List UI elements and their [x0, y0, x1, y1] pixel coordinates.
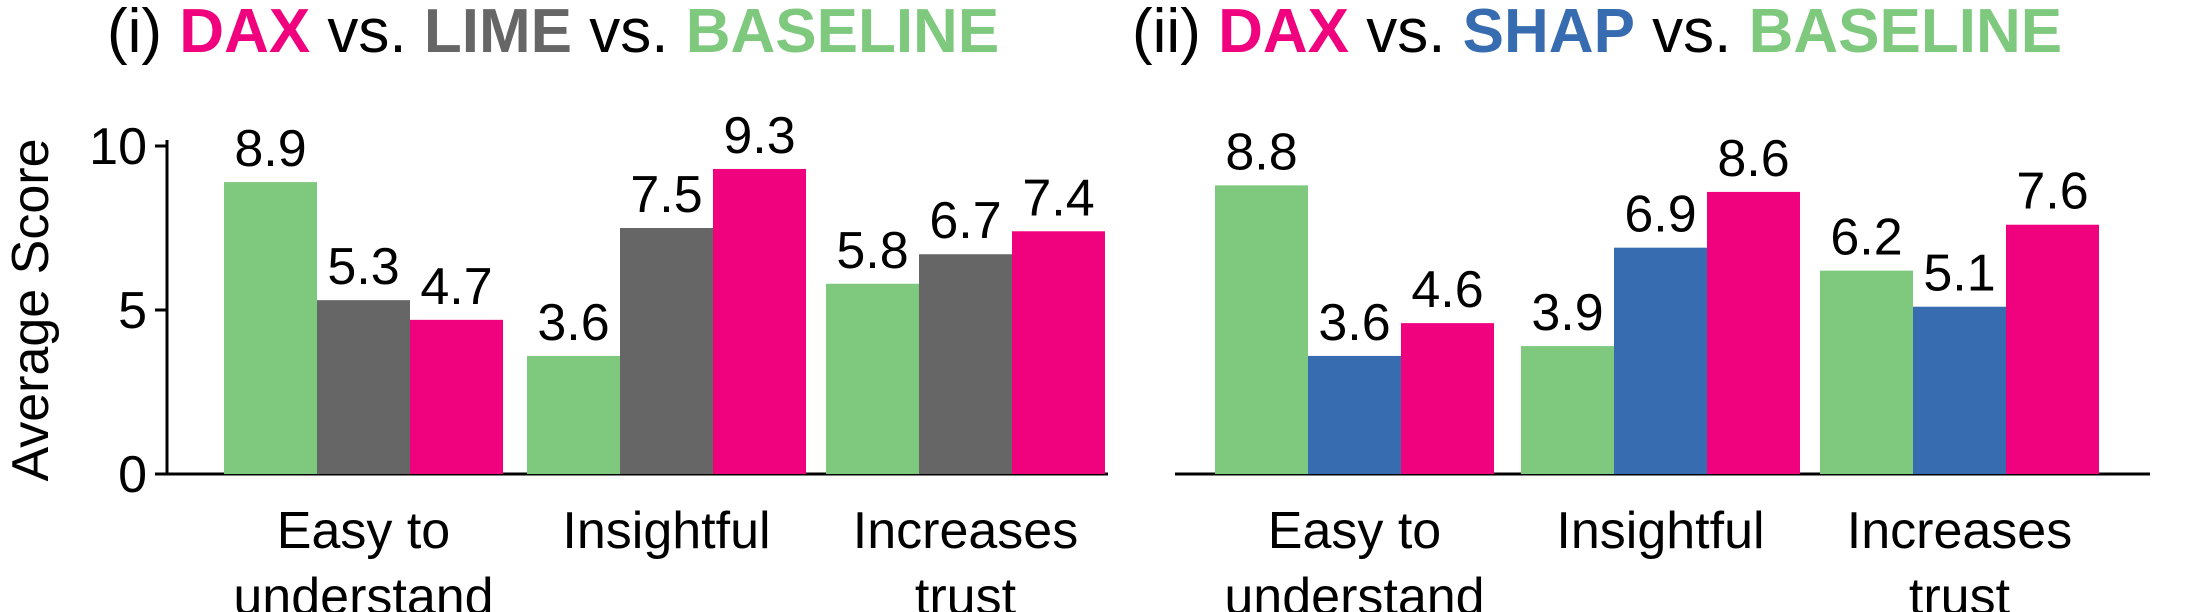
title-part: vs. — [310, 0, 424, 66]
bar-value-label: 3.6 — [1318, 294, 1390, 352]
bar-dax — [1401, 323, 1494, 474]
title-part: LIME — [424, 0, 572, 66]
panel-dax-vs-shap: (ii) DAX vs. SHAP vs. BASELINE 8.8 3.9 6.2 3… — [1132, 0, 2150, 612]
bar-value-label: 8.6 — [1717, 130, 1789, 188]
category-label: understand — [1224, 568, 1484, 612]
category-label: trust — [1909, 568, 2011, 612]
category-label: Easy to — [277, 502, 450, 560]
title-part: vs. — [1349, 0, 1463, 66]
bar-dax — [410, 319, 503, 474]
bar-value-label: 8.9 — [234, 120, 306, 178]
bar-shap — [1913, 306, 2006, 474]
title-part: SHAP — [1463, 0, 1635, 66]
y-tick-label: 5 — [118, 282, 147, 340]
category-label: trust — [915, 568, 1017, 612]
bar-dax — [713, 168, 806, 474]
bar-dax — [2006, 224, 2099, 474]
bar-value-label: 4.7 — [420, 258, 492, 316]
y-tick-label: 10 — [89, 118, 147, 176]
bar-shap — [1614, 247, 1707, 474]
bar-dax — [1012, 231, 1105, 474]
panel-dax-vs-lime: (i) DAX vs. LIME vs. BASELINE 0 5 10 8.9 3.6 5… — [2, 0, 1108, 612]
bar-baseline — [1521, 346, 1614, 474]
bar-value-label: 3.6 — [537, 294, 609, 352]
bar-baseline — [224, 182, 317, 474]
category-label: Insightful — [562, 502, 770, 560]
category-label: Increases — [1847, 502, 2072, 560]
bar-baseline — [527, 355, 620, 474]
bar-lime — [919, 254, 1012, 474]
bar-value-label: 6.2 — [1830, 209, 1902, 267]
bar-baseline — [1820, 270, 1913, 474]
bar-dax — [1707, 191, 1800, 475]
category-label: Increases — [853, 502, 1078, 560]
bar-value-label: 7.5 — [630, 166, 702, 224]
title-part: vs. — [572, 0, 686, 66]
title-part: BASELINE — [686, 0, 999, 66]
bar-value-label: 3.9 — [1531, 284, 1603, 342]
title-part: (ii) — [1132, 0, 1218, 66]
panel-title: (ii) DAX vs. SHAP vs. BASELINE — [1132, 0, 2062, 66]
bar-value-label: 8.8 — [1225, 123, 1297, 181]
bar-baseline — [826, 283, 919, 474]
category-label: Easy to — [1268, 502, 1441, 560]
category-label: Insightful — [1556, 502, 1764, 560]
title-part: DAX — [179, 0, 310, 66]
y-axis-title: Average Score — [2, 138, 60, 481]
bar-shap — [1308, 355, 1401, 474]
y-tick-label: 0 — [118, 446, 147, 504]
bar-value-label: 7.6 — [2016, 163, 2088, 221]
title-part: vs. — [1635, 0, 1749, 66]
bar-value-label: 5.3 — [327, 238, 399, 296]
bar-value-label: 9.3 — [723, 107, 795, 165]
bar-value-label: 6.9 — [1624, 186, 1696, 244]
bar-value-label: 5.8 — [836, 222, 908, 280]
bar-lime — [317, 300, 410, 474]
panel-title: (i) DAX vs. LIME vs. BASELINE — [107, 0, 999, 66]
bar-value-label: 6.7 — [929, 192, 1001, 250]
bar-lime — [620, 228, 713, 474]
title-part: BASELINE — [1749, 0, 2062, 66]
bar-value-label: 7.4 — [1022, 169, 1094, 227]
bar-baseline — [1215, 185, 1308, 475]
category-label: understand — [233, 568, 493, 612]
bar-value-label: 5.1 — [1923, 245, 1995, 303]
bar-value-label: 4.6 — [1411, 261, 1483, 319]
title-part: DAX — [1218, 0, 1349, 66]
title-part: (i) — [107, 0, 179, 66]
